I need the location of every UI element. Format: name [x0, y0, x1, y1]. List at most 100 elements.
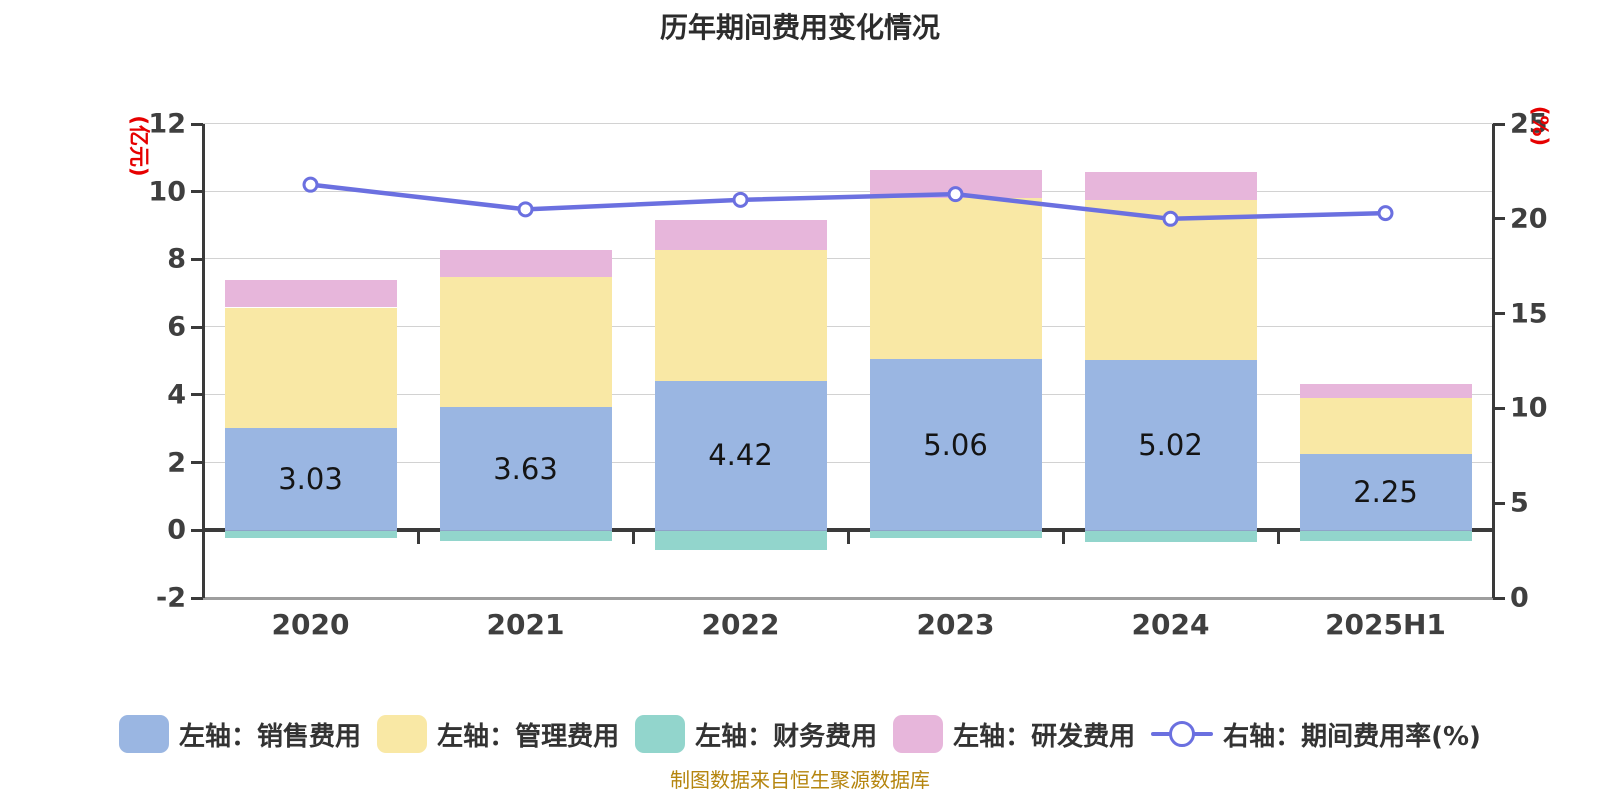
x-axis-label-2025H1: 2025H1	[1325, 608, 1446, 641]
right-axis-tick-label: 0	[1510, 582, 1529, 614]
gridline	[203, 597, 1493, 600]
left-axis-tick-label: 6	[167, 311, 186, 343]
bar-segment-rnd-expense[interactable]	[439, 249, 612, 278]
right-axis-tick	[1493, 501, 1505, 505]
gridline	[203, 326, 1493, 328]
bar-value-label: 3.63	[493, 451, 558, 486]
data-source-note: 制图数据来自恒生聚源数据库	[670, 768, 930, 792]
left-axis-unit-label: (亿元)	[127, 115, 151, 177]
bar-segment-rnd-expense[interactable]	[869, 169, 1042, 199]
bar-segment-finance-expense[interactable]	[869, 530, 1042, 539]
left-axis-tick-label: -2	[156, 582, 186, 614]
bar-value-label: 2.25	[1353, 475, 1418, 510]
right-axis-unit-label: (%)	[1528, 105, 1552, 147]
x-axis-tick	[846, 530, 850, 545]
legend-swatch-admin-expense	[377, 715, 428, 753]
legend-line-dot	[1169, 721, 1196, 747]
left-axis-tick	[191, 393, 203, 397]
bar-segment-rnd-expense[interactable]	[654, 219, 827, 250]
right-axis-tick	[1493, 122, 1505, 126]
left-axis-tick-label: 8	[167, 243, 186, 275]
bar-segment-finance-expense[interactable]	[654, 530, 827, 550]
legend-swatch-sales-expense	[119, 715, 170, 753]
bar-value-label: 3.03	[278, 461, 343, 496]
legend-label-finance-expense: 左轴：财务费用	[695, 721, 878, 752]
line-series-marker[interactable]	[302, 176, 319, 193]
x-axis-tick	[1061, 530, 1065, 545]
left-axis-tick	[191, 257, 203, 261]
bar-segment-rnd-expense[interactable]	[1084, 172, 1257, 201]
right-axis-tick	[1493, 406, 1505, 410]
left-axis-tick-label: 0	[167, 514, 186, 546]
left-axis-tick	[191, 528, 203, 532]
gridline	[203, 461, 1493, 463]
x-axis-tick	[416, 530, 420, 545]
legend-swatch-rnd-expense	[893, 715, 944, 753]
bar-segment-admin-expense[interactable]	[1084, 200, 1257, 361]
line-series-marker[interactable]	[1377, 205, 1394, 222]
chart-title: 历年期间费用变化情况	[659, 11, 940, 44]
left-axis-tick-label: 12	[148, 108, 186, 140]
bar-value-label: 5.06	[923, 427, 988, 462]
bar-value-label: 5.02	[1138, 428, 1203, 463]
bar-segment-sales-expense[interactable]	[1299, 454, 1472, 531]
bar-segment-finance-expense[interactable]	[1084, 530, 1257, 542]
right-axis-tick-label: 25	[1510, 108, 1548, 140]
bar-segment-sales-expense[interactable]	[1084, 360, 1257, 531]
bar-segment-admin-expense[interactable]	[224, 307, 397, 428]
left-axis-tick	[191, 325, 203, 329]
bar-segment-finance-expense[interactable]	[1299, 530, 1472, 541]
gridline	[203, 123, 1493, 124]
legend-item-sales-expense[interactable]: 左轴：销售费用	[119, 715, 361, 753]
x-axis-label-2020: 2020	[271, 608, 350, 641]
bar-segment-admin-expense[interactable]	[869, 198, 1042, 359]
legend-line-marker-icon	[1151, 715, 1214, 753]
left-axis-line	[202, 124, 205, 598]
x-axis-label-2022: 2022	[701, 608, 780, 641]
legend-item-finance-expense[interactable]: 左轴：财务费用	[635, 715, 877, 753]
bar-segment-finance-expense[interactable]	[439, 530, 612, 541]
line-series-marker[interactable]	[732, 191, 749, 208]
left-axis-tick	[191, 596, 203, 600]
bar-segment-admin-expense[interactable]	[439, 277, 612, 408]
legend-label-rnd-expense: 左轴：研发费用	[953, 721, 1136, 752]
gridline	[203, 258, 1493, 260]
left-axis-tick	[191, 190, 203, 194]
x-axis-label-2021: 2021	[486, 608, 565, 641]
x-axis-label-2024: 2024	[1131, 608, 1210, 641]
left-axis-tick	[191, 122, 203, 126]
right-axis-line	[1492, 124, 1495, 598]
bar-segment-rnd-expense[interactable]	[1299, 384, 1472, 398]
legend-label-period-expense-ratio: 右轴：期间费用率(%)	[1223, 721, 1481, 752]
legend-item-period-expense-ratio[interactable]: 右轴：期间费用率(%)	[1151, 715, 1481, 753]
bar-segment-sales-expense[interactable]	[439, 407, 612, 531]
bar-segment-sales-expense[interactable]	[869, 358, 1042, 531]
legend-swatch-finance-expense	[635, 715, 686, 753]
x-axis-label-2023: 2023	[916, 608, 995, 641]
legend-label-admin-expense: 左轴：管理费用	[437, 721, 620, 752]
x-axis-tick	[631, 530, 635, 545]
legend: 左轴：销售费用 左轴：管理费用 左轴：财务费用 左轴：研发费用 右轴：期间费用率(%)	[0, 708, 1600, 760]
bar-segment-sales-expense[interactable]	[224, 427, 397, 531]
right-axis-tick-label: 10	[1510, 392, 1548, 424]
line-series-marker[interactable]	[517, 201, 534, 218]
left-axis-tick-label: 2	[167, 447, 186, 479]
gridline	[203, 393, 1493, 395]
bar-segment-admin-expense[interactable]	[654, 249, 827, 381]
left-axis-tick	[191, 461, 203, 465]
legend-item-admin-expense[interactable]: 左轴：管理费用	[377, 715, 619, 753]
right-axis-tick-label: 15	[1510, 298, 1548, 330]
legend-label-sales-expense: 左轴：销售费用	[179, 721, 362, 752]
bar-segment-finance-expense[interactable]	[224, 530, 397, 539]
right-axis-tick-label: 20	[1510, 203, 1548, 235]
x-axis-tick	[1276, 530, 1280, 545]
legend-item-rnd-expense[interactable]: 左轴：研发费用	[893, 715, 1135, 753]
left-axis-tick-label: 10	[148, 176, 186, 208]
bar-segment-sales-expense[interactable]	[654, 380, 827, 531]
right-axis-tick	[1493, 312, 1505, 316]
right-axis-tick-label: 5	[1510, 487, 1529, 519]
bar-segment-rnd-expense[interactable]	[224, 280, 397, 308]
left-axis-tick-label: 4	[167, 379, 186, 411]
bar-segment-admin-expense[interactable]	[1299, 397, 1472, 455]
